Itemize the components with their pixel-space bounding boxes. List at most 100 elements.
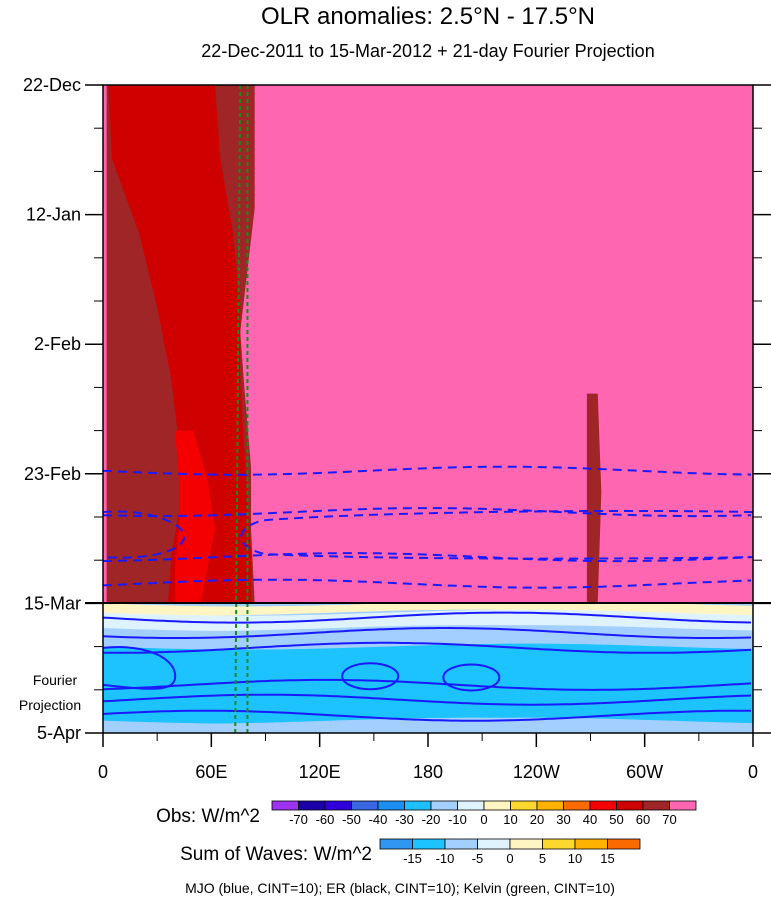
colorbar-level-label: 50 [609, 812, 623, 827]
chart-title: OLR anomalies: 2.5°N - 17.5°N [261, 3, 595, 30]
kelvin-contour [234, 84, 242, 734]
mjo-contour-projection-arc [102, 646, 177, 690]
observed-anomaly-panel [103, 85, 753, 603]
colorbar-swatch [607, 838, 641, 850]
colorbar-level-label: -5 [472, 851, 484, 866]
mjo-contour-projection [102, 709, 752, 722]
axes-layer: 22-Dec 12-Jan 2-Feb 23-Feb 15-Mar 5-Apr 0 60E 12… [23, 75, 771, 782]
obs-colorbar-label: Obs: W/m^2 [156, 806, 260, 827]
projection-label-line-2: Projection [19, 697, 81, 713]
colorbar-level-label: 30 [556, 812, 570, 827]
mjo-contour-layer [102, 465, 754, 722]
x-tick-label: 120W [513, 762, 560, 782]
colorbar-swatch [351, 800, 379, 811]
x-tick-label: 60E [195, 762, 227, 782]
x-tick-label: 60W [626, 762, 663, 782]
y-tick-label: 22-Dec [23, 75, 81, 95]
colorbar-level-label: -70 [289, 812, 308, 827]
colorbar-swatch [509, 838, 543, 850]
sum-of-waves-colorbar: -15 -10 -5 0 5 10 15 [379, 838, 641, 866]
colorbar-level-label: -15 [403, 851, 422, 866]
obs-anomaly-region [586, 393, 602, 603]
colorbar-level-label: 40 [583, 812, 597, 827]
colorbar-swatch [457, 800, 485, 811]
colorbar-swatch [444, 838, 478, 850]
colorbar-swatch [616, 800, 644, 811]
fourier-projection-panel [103, 603, 753, 733]
mjo-contour-projection [102, 627, 752, 639]
obs-anomaly-region [265, 356, 279, 603]
colorbar-level-label: 70 [662, 812, 676, 827]
colorbar-swatch [477, 838, 511, 850]
mjo-contour-obs [102, 552, 752, 563]
projection-band [103, 717, 753, 733]
colorbar-level-label: -10 [448, 812, 467, 827]
obs-colorbar: -70 -60 -50 -40 -30 -20 -10 0 10 20 30 40 50 60 70 [271, 800, 697, 827]
colorbar-swatch [669, 800, 697, 811]
colorbar-swatch [542, 838, 576, 850]
x-tick-label: 120E [299, 762, 341, 782]
mjo-oval-contour [442, 663, 501, 692]
colorbar-level-label: 0 [480, 812, 487, 827]
x-tick-label: 0 [748, 762, 758, 782]
colorbar-level-label: 20 [530, 812, 544, 827]
mjo-contour-obs [102, 507, 752, 518]
colorbar-level-label: 10 [568, 851, 582, 866]
colorbar-level-label: -10 [436, 851, 455, 866]
obs-anomaly-region [435, 171, 461, 443]
colorbar-level-label: 60 [636, 812, 650, 827]
mjo-contour-obs [102, 465, 752, 476]
colorbar-level-label: -60 [316, 812, 335, 827]
y-tick-label: 23-Feb [24, 464, 81, 484]
mjo-contour-projection [102, 611, 752, 624]
colorbar-level-label: 0 [506, 851, 513, 866]
y-tick-label: 5-Apr [37, 723, 81, 743]
colorbar-swatch [412, 838, 446, 850]
colorbar-swatch [324, 800, 352, 811]
x-tick-label: 0 [98, 762, 108, 782]
mjo-contour-obs-arc [240, 509, 754, 560]
y-tick-label: 2-Feb [34, 334, 81, 354]
mjo-contour-obs [102, 578, 752, 589]
colorbar-swatch [642, 800, 670, 811]
colorbar-swatch [563, 800, 591, 811]
colorbar-level-label: 15 [600, 851, 614, 866]
y-tick-label: 15-Mar [24, 593, 81, 613]
chart-subtitle: 22-Dec-2011 to 15-Mar-2012 + 21-day Four… [201, 41, 654, 61]
colorbar-level-label: 5 [539, 851, 546, 866]
colorbar-swatch [430, 800, 458, 811]
colorbar-swatch [404, 800, 432, 811]
colorbar-swatch [377, 800, 405, 811]
obs-anomaly-region [623, 97, 663, 603]
mjo-contour-projection [103, 641, 752, 654]
colorbar-swatch [574, 838, 608, 850]
mjo-contour-obs-arc [102, 510, 186, 559]
colorbar-swatch [483, 800, 511, 811]
colorbar-level-label: -50 [342, 812, 361, 827]
colorbar-swatch [536, 800, 564, 811]
colorbar-swatch [379, 838, 413, 850]
x-tick-label: 180 [413, 762, 443, 782]
colorbar-swatch [271, 800, 299, 811]
mjo-oval-contour [341, 662, 400, 691]
obs-anomaly-region [108, 85, 252, 603]
mjo-contour-projection [102, 693, 752, 706]
sum-of-waves-colorbar-label: Sum of Waves: W/m^2 [180, 844, 372, 865]
contour-footnote: MJO (blue, CINT=10); ER (black, CINT=10)… [185, 880, 615, 896]
obs-anomaly-region [110, 492, 125, 603]
colorbar-swatch [589, 800, 617, 811]
colorbar-swatch [298, 800, 326, 811]
projection-band [103, 603, 753, 616]
projection-band [103, 625, 753, 650]
obs-anomaly-region [738, 85, 753, 603]
colorbar-level-label: -30 [395, 812, 414, 827]
mjo-contour-projection [102, 678, 752, 691]
colorbar-level-label: -20 [422, 812, 441, 827]
colorbar-swatch [510, 800, 538, 811]
y-tick-label: 12-Jan [26, 205, 81, 225]
colorbar-level-label: -40 [369, 812, 388, 827]
kelvin-contour-layer [234, 84, 249, 734]
projection-label-line-1: Fourier [33, 672, 78, 688]
colorbar-level-label: 10 [503, 812, 517, 827]
